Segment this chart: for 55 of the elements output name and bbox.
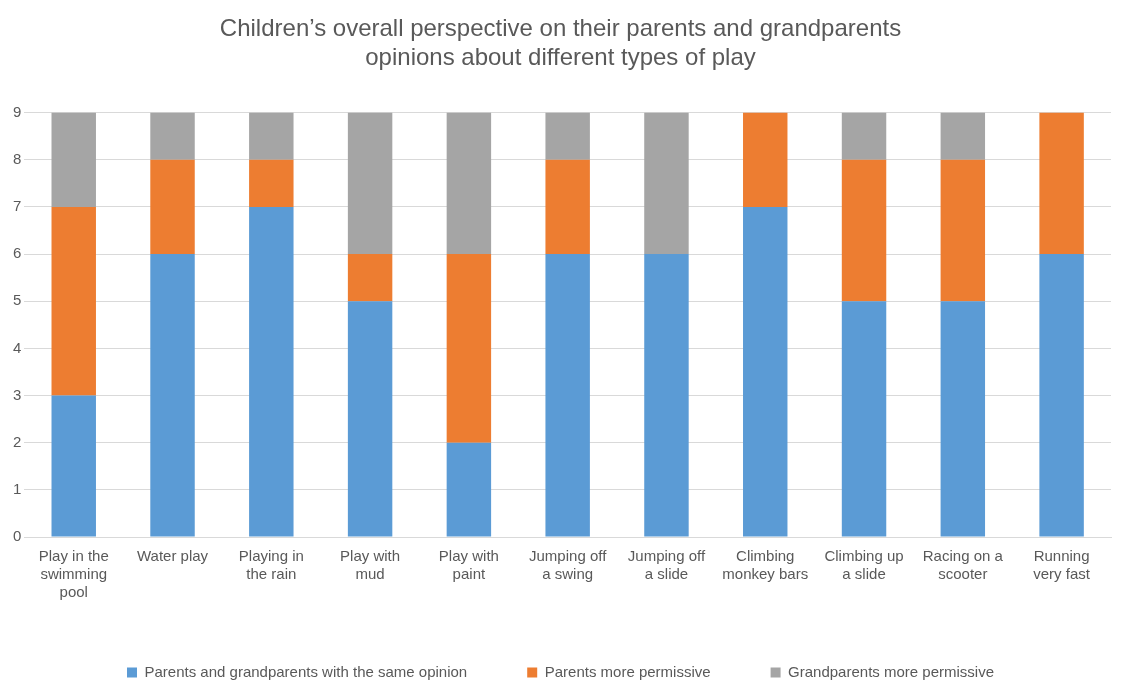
bar	[150, 112, 195, 160]
y-tick-label: 6	[13, 244, 22, 262]
bar	[249, 112, 294, 160]
bar	[545, 254, 590, 537]
y-tick-label: 1	[13, 479, 22, 497]
y-tick-label: 8	[13, 149, 22, 167]
bar	[150, 159, 195, 255]
bar	[545, 112, 590, 160]
bar	[51, 112, 96, 207]
bar	[347, 112, 393, 255]
legend-label: Parents and grandparents with the same opinion	[144, 662, 468, 680]
bar	[644, 112, 689, 255]
bar	[841, 112, 887, 160]
bar	[940, 159, 986, 302]
bar	[1039, 254, 1084, 537]
bar	[940, 301, 986, 537]
x-tick-label: Jumping off a swing	[529, 547, 608, 583]
bar	[446, 442, 492, 537]
bar	[249, 206, 294, 537]
legend-label: Grandparents more permissive	[788, 662, 995, 680]
bar	[347, 301, 393, 537]
bar	[644, 254, 689, 537]
y-tick-label: 9	[13, 102, 22, 120]
x-tick-label: Play in the swimming pool	[38, 547, 109, 601]
y-tick-label: 4	[13, 338, 22, 356]
bar	[249, 159, 294, 207]
y-tick-label: 2	[13, 432, 22, 450]
bar	[841, 301, 887, 537]
x-tick-label: Jumping off a slide	[627, 547, 706, 583]
bar	[51, 395, 96, 537]
x-tick-label: Climbing monkey bars	[722, 547, 809, 583]
bar	[743, 206, 788, 537]
legend-label: Parents more permissive	[544, 662, 711, 680]
x-tick-label: Play with mud	[340, 547, 401, 583]
y-tick-label: 0	[13, 527, 22, 545]
x-tick-label: Play with paint	[438, 547, 499, 583]
bar	[347, 254, 393, 302]
x-tick-label: Racing on a scooter	[922, 547, 1004, 583]
bar	[150, 254, 195, 537]
bar	[51, 206, 96, 396]
bar	[545, 159, 590, 255]
y-tick-label: 5	[13, 291, 22, 309]
x-tick-label: Water play	[136, 547, 209, 565]
y-tick-label: 7	[13, 197, 22, 215]
x-tick-label: Playing in the rain	[238, 547, 304, 583]
bar	[446, 254, 492, 443]
y-tick-label: 3	[13, 385, 22, 403]
bar	[841, 159, 887, 302]
chart-title: Children’s overall perspective on their parents and grandparents opinions about different types of play	[219, 14, 902, 70]
x-tick-label: Running very fast	[1033, 547, 1091, 583]
x-tick-label: Climbing up a slide	[824, 547, 904, 583]
bar	[446, 112, 492, 255]
bar	[743, 112, 788, 207]
bar	[940, 112, 986, 160]
bar	[1039, 112, 1084, 255]
